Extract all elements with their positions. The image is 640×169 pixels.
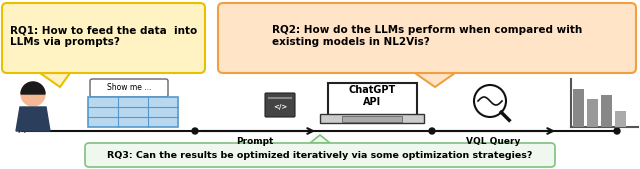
- FancyBboxPatch shape: [265, 93, 295, 117]
- Polygon shape: [415, 73, 455, 87]
- FancyBboxPatch shape: [85, 143, 555, 167]
- Circle shape: [429, 128, 435, 134]
- Polygon shape: [16, 107, 50, 131]
- Circle shape: [21, 82, 45, 106]
- Polygon shape: [40, 73, 70, 87]
- FancyBboxPatch shape: [328, 82, 417, 115]
- FancyBboxPatch shape: [90, 79, 168, 97]
- Polygon shape: [310, 135, 330, 143]
- FancyBboxPatch shape: [615, 111, 626, 127]
- FancyBboxPatch shape: [601, 95, 612, 127]
- Text: ChatGPT
API: ChatGPT API: [348, 85, 396, 107]
- Text: VQL Query: VQL Query: [466, 137, 520, 146]
- Text: RQ3: Can the results be optimized iteratively via some optimization strategies?: RQ3: Can the results be optimized iterat…: [108, 151, 532, 160]
- Text: RQ1: How to feed the data  into
LLMs via prompts?: RQ1: How to feed the data into LLMs via …: [10, 25, 197, 47]
- Circle shape: [192, 128, 198, 134]
- FancyBboxPatch shape: [342, 116, 402, 122]
- FancyBboxPatch shape: [88, 97, 178, 127]
- FancyBboxPatch shape: [320, 114, 424, 123]
- FancyBboxPatch shape: [587, 99, 598, 127]
- Circle shape: [474, 85, 506, 117]
- FancyBboxPatch shape: [218, 3, 636, 73]
- FancyBboxPatch shape: [573, 89, 584, 127]
- Text: Prompt: Prompt: [236, 137, 274, 146]
- Text: Show me ...: Show me ...: [107, 83, 151, 92]
- Text: </>: </>: [273, 104, 287, 110]
- Text: RQ2: How do the LLMs perform when compared with
existing models in NL2Vis?: RQ2: How do the LLMs perform when compar…: [272, 25, 582, 47]
- Circle shape: [614, 128, 620, 134]
- Wedge shape: [21, 82, 45, 94]
- FancyBboxPatch shape: [2, 3, 205, 73]
